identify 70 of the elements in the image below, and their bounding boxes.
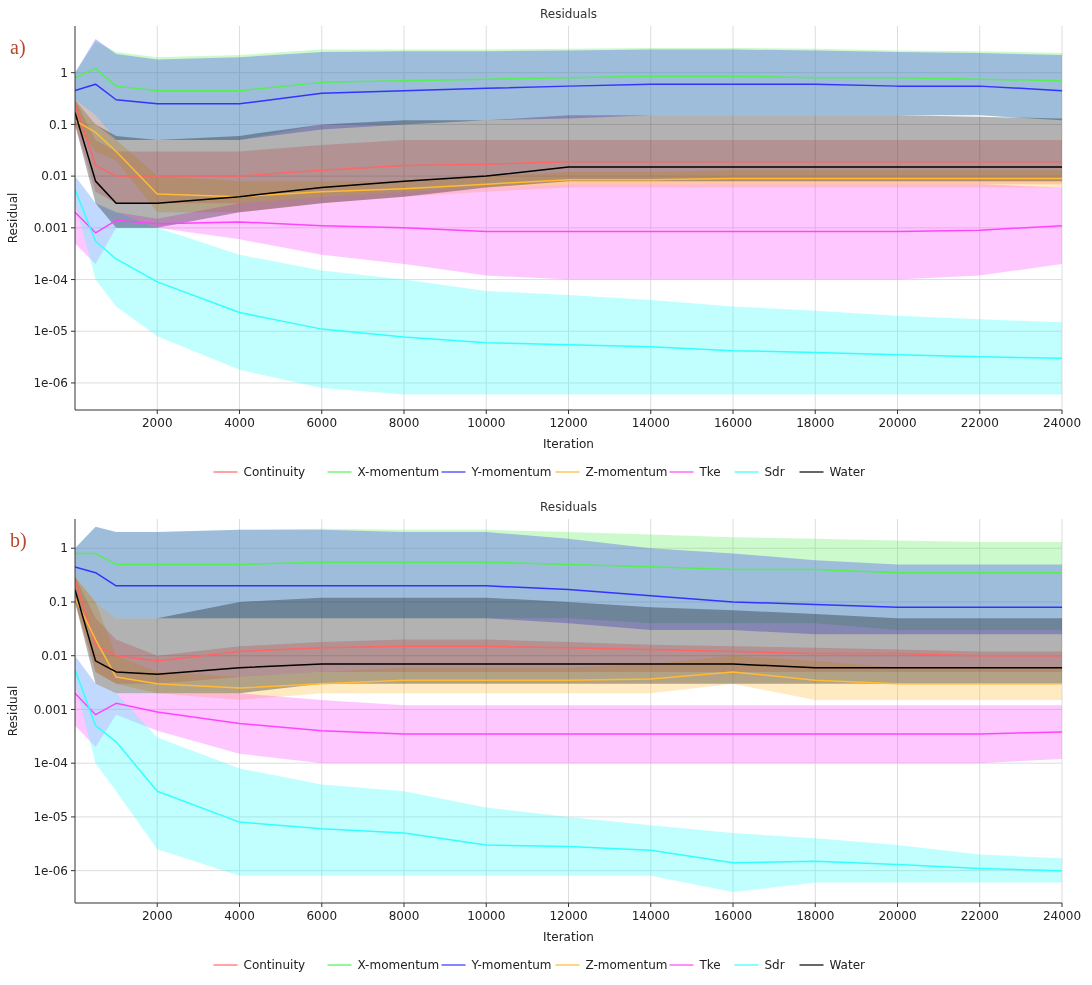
- x-tick-label: 8000: [388, 416, 420, 430]
- legend-label: Tke: [698, 465, 721, 480]
- x-tick-label: 2000: [141, 416, 173, 430]
- x-tick-label: 14000: [631, 909, 670, 923]
- x-tick-label: 10000: [467, 416, 506, 430]
- y-axis-title: Residual: [6, 192, 20, 244]
- y-tick-label: 1e-04: [33, 756, 68, 771]
- x-axis-title: Iteration: [543, 437, 594, 451]
- x-tick-label: 12000: [549, 909, 588, 923]
- y-tick-label: 0.001: [33, 702, 68, 717]
- line-series: [75, 83, 1062, 105]
- legend-label: Y-momentum: [470, 958, 552, 973]
- x-tick-label: 2000: [141, 909, 173, 923]
- x-tick-label: 6000: [306, 416, 338, 430]
- x-axis-title: Iteration: [543, 930, 594, 944]
- line-series: [75, 596, 1062, 689]
- x-tick-label: 22000: [960, 909, 999, 923]
- line-series: [75, 67, 1062, 92]
- legend-label: Sdr: [764, 958, 785, 973]
- x-tick-label: 4000: [224, 416, 255, 430]
- y-tick-label: 1e-06: [33, 863, 68, 878]
- legend-label: Y-momentum: [470, 465, 552, 480]
- legend-label: Z-momentum: [585, 465, 668, 480]
- x-tick-label: 24000: [1042, 416, 1082, 430]
- legend-label: Water: [829, 958, 866, 973]
- x-tick-label: 16000: [713, 909, 753, 923]
- x-tick-label: 18000: [796, 909, 835, 923]
- x-tick-label: 16000: [713, 416, 753, 430]
- y-tick-label: 0.01: [41, 169, 68, 184]
- line-series: [75, 119, 1062, 198]
- x-tick-label: 12000: [549, 416, 588, 430]
- line-series: [75, 566, 1062, 608]
- chart-title: Residuals: [540, 500, 597, 514]
- line-series: [75, 211, 1062, 234]
- y-axis-title: Residual: [6, 685, 20, 737]
- x-tick-label: 24000: [1042, 909, 1082, 923]
- y-tick-label: 1e-05: [33, 810, 68, 825]
- x-tick-label: 4000: [224, 909, 255, 923]
- legend-label: Water: [829, 465, 866, 480]
- y-tick-label: 1: [60, 541, 68, 556]
- text: a): [10, 36, 26, 59]
- line-series: [75, 552, 1062, 574]
- legend-label: Z-momentum: [585, 958, 668, 973]
- legend-label: X-momentum: [357, 465, 440, 480]
- chart-title: Residuals: [540, 7, 597, 21]
- y-tick-label: 1e-06: [33, 376, 68, 391]
- legend-label: Continuity: [243, 465, 306, 480]
- y-tick-label: 0.001: [33, 221, 68, 236]
- x-tick-label: 8000: [388, 909, 420, 923]
- x-tick-label: 20000: [878, 416, 917, 430]
- y-tick-label: 0.01: [41, 648, 68, 663]
- y-tick-label: 0.1: [48, 595, 68, 610]
- x-tick-label: 10000: [467, 909, 506, 923]
- x-tick-label: 22000: [960, 416, 999, 430]
- text: b): [10, 529, 27, 552]
- x-tick-label: 20000: [878, 909, 917, 923]
- y-tick-label: 1: [60, 65, 68, 80]
- legend-label: Tke: [698, 958, 721, 973]
- x-tick-label: 14000: [631, 416, 670, 430]
- legend-label: Continuity: [243, 958, 306, 973]
- legend-label: X-momentum: [357, 958, 440, 973]
- y-tick-label: 1e-04: [33, 272, 68, 287]
- line-series: [75, 103, 1062, 177]
- x-tick-label: 18000: [796, 416, 835, 430]
- line-series: [75, 692, 1062, 735]
- legend-label: Sdr: [764, 465, 785, 480]
- x-tick-label: 6000: [306, 909, 338, 923]
- y-tick-label: 0.1: [48, 117, 68, 132]
- y-tick-label: 1e-05: [33, 324, 68, 339]
- line-series: [75, 188, 1062, 360]
